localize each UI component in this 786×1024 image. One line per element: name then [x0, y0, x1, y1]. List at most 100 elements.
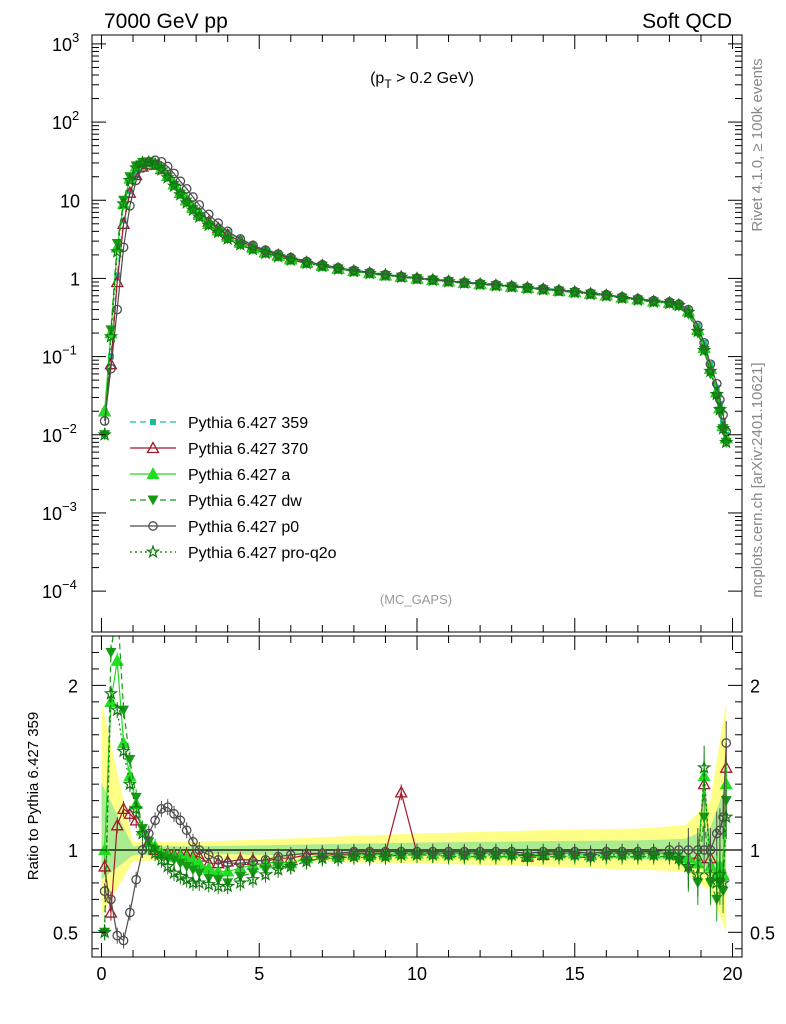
- ratio-y-tick-label-right: 2: [750, 676, 760, 696]
- data-point-proq2o: [504, 279, 519, 294]
- data-point-p0: [181, 183, 192, 194]
- ratio-point-proq2o: [696, 760, 712, 774]
- legend-marker-s370: [146, 441, 160, 454]
- data-point-p0: [169, 168, 179, 179]
- cut-annotation: (pT > 0.2 GeV): [370, 70, 474, 91]
- ratio-point-p0: [491, 846, 501, 857]
- legend-label: Pythia 6.427 dw: [188, 493, 302, 510]
- ratio-point-p0: [260, 855, 271, 865]
- data-point-proq2o: [160, 170, 175, 184]
- ratio-y-tick-label-right: 0.5: [750, 923, 775, 943]
- ratio-point-p0: [301, 848, 312, 859]
- ratio-point-proq2o: [258, 867, 273, 881]
- x-tick-label: 5: [254, 964, 264, 984]
- ratio-point-p0: [412, 846, 422, 857]
- data-point-p0: [175, 176, 186, 187]
- legend-marker-p0: [148, 521, 158, 531]
- legend-marker-a: [146, 467, 160, 480]
- ratio-point-proq2o: [97, 924, 112, 939]
- data-point-proq2o: [662, 295, 677, 310]
- data-point-proq2o: [567, 284, 582, 299]
- ratio-point-p0: [150, 815, 160, 826]
- ratio-y-tick-label: 0.5: [53, 923, 78, 943]
- ratio-point-p0: [585, 848, 596, 859]
- ratio-point-proq2o: [154, 852, 169, 867]
- side-label-source: mcplots.cern.ch [arXiv:2401.10621]: [749, 362, 766, 597]
- data-point-proq2o: [690, 323, 705, 338]
- ratio-point-proq2o: [160, 858, 175, 873]
- ratio-y-tick-label-right: 1: [750, 841, 760, 861]
- ratio-point-p0: [118, 935, 129, 946]
- data-point-p0: [188, 192, 198, 202]
- data-point-proq2o: [703, 363, 718, 378]
- data-point-proq2o: [154, 162, 169, 176]
- ratio-y-ticks: 0.5 0.5 1 1 2 2: [53, 651, 775, 950]
- legend-label: Pythia 6.427 p0: [188, 519, 299, 536]
- data-point-proq2o: [346, 263, 362, 278]
- data-point-proq2o: [536, 282, 551, 296]
- data-point-p0: [131, 175, 142, 186]
- data-point-proq2o: [409, 271, 425, 285]
- main-y-tick-label: 10−1: [42, 343, 77, 368]
- ratio-point-p0: [143, 828, 154, 839]
- data-point-proq2o: [283, 252, 298, 267]
- ratio-point-proq2o: [110, 702, 125, 717]
- data-point-proq2o: [630, 292, 646, 307]
- ratio-point-p0: [162, 802, 173, 813]
- series-proq2o: [97, 154, 734, 449]
- legend: Pythia 6.427 359 Pythia 6.427 370 Pythia 6…: [130, 415, 337, 562]
- ratio-point-p0: [273, 851, 284, 862]
- ratio-point-a: [110, 653, 124, 666]
- ratio-point-dw: [181, 861, 193, 872]
- legend-label: Pythia 6.427 pro-q2o: [188, 545, 337, 562]
- data-point-proq2o: [233, 237, 248, 251]
- data-point-s359: [120, 217, 127, 224]
- ratio-point-p0: [633, 846, 643, 857]
- ratio-point-p0: [112, 930, 123, 941]
- ratio-series-p0: [99, 721, 732, 949]
- ratio-y-tick-label: 2: [68, 676, 78, 696]
- ratio-point-p0: [213, 855, 224, 865]
- data-point-proq2o: [599, 288, 614, 302]
- ratio-point-dw: [193, 868, 205, 879]
- data-point-proq2o: [211, 224, 226, 239]
- data-point-proq2o: [457, 275, 472, 290]
- data-point-p0: [705, 359, 716, 370]
- ratio-point-s370: [110, 818, 124, 831]
- data-point-p0: [235, 234, 246, 244]
- data-point-proq2o: [520, 280, 535, 295]
- legend-marker-s359: [150, 419, 156, 425]
- data-point-proq2o: [129, 160, 144, 174]
- data-point-proq2o: [441, 274, 456, 288]
- ratio-point-p0: [721, 738, 732, 748]
- ratio-point-p0: [137, 845, 148, 855]
- legend-entry-s370: Pythia 6.427 370: [130, 441, 308, 458]
- ratio-point-p0: [569, 846, 580, 857]
- ratio-point-p0: [683, 845, 694, 855]
- ratio-point-p0: [131, 874, 142, 885]
- ratio-x-ticks: 0 5 10 15 20: [96, 636, 743, 984]
- x-tick-label: 15: [565, 964, 585, 984]
- analysis-watermark: (MC_GAPS): [380, 592, 452, 607]
- ratio-point-p0: [664, 845, 675, 855]
- data-point-proq2o: [646, 294, 661, 309]
- data-point-proq2o: [258, 245, 273, 260]
- data-point-proq2o: [220, 231, 235, 246]
- ratio-point-p0: [711, 828, 722, 839]
- data-point-proq2o: [192, 209, 207, 224]
- ratio-point-p0: [181, 825, 192, 836]
- data-point-dw: [111, 238, 123, 249]
- ratio-point-p0: [194, 845, 205, 855]
- ratio-point-p0: [617, 846, 627, 857]
- x-tick-label: 0: [96, 964, 106, 984]
- ratio-point-dw: [124, 754, 136, 765]
- ratio-point-p0: [203, 850, 214, 860]
- data-point-proq2o: [97, 427, 112, 441]
- ratio-point-proq2o: [201, 877, 216, 891]
- ratio-point-p0: [396, 846, 407, 857]
- data-point-p0: [99, 416, 110, 426]
- ratio-y-tick-label: 1: [68, 841, 78, 861]
- data-point-dw: [118, 195, 130, 206]
